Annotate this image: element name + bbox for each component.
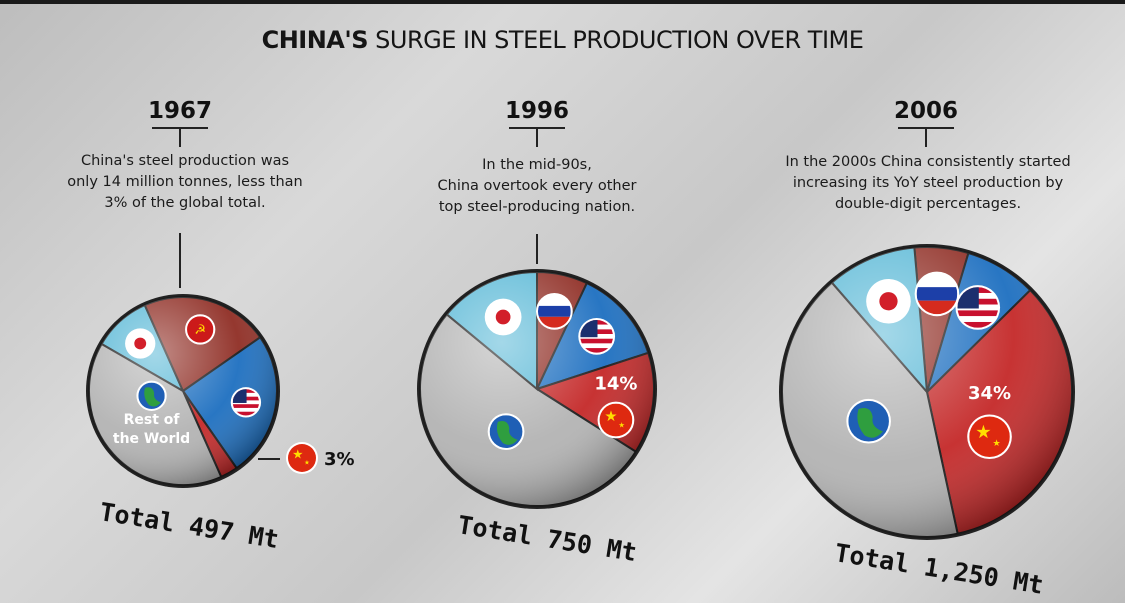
ussr-flag-icon: ☭ (185, 314, 216, 345)
svg-text:☭: ☭ (194, 323, 206, 338)
share-label-china: 14% (594, 374, 637, 395)
svg-text:★: ★ (304, 459, 310, 466)
year-1967: 1967 (147, 98, 212, 124)
japan-flag-icon (125, 328, 156, 359)
description-line: double-digit percentages. (834, 196, 1022, 212)
china-flag-icon: ★★ (967, 414, 1012, 460)
description-line: In the 2000s China consistently started (785, 154, 1071, 170)
connector-bottom-1967 (179, 233, 181, 288)
connector-top-1967 (179, 129, 181, 147)
globe-icon (136, 380, 167, 411)
russia-flag-icon (535, 292, 573, 330)
globe-icon (487, 413, 525, 450)
pie-chart-1967: ☭ Rest of the World (86, 294, 280, 488)
description-line: increasing its YoY steel production by (792, 175, 1064, 191)
china-callout-line-1967 (258, 458, 280, 460)
usa-flag-icon (955, 285, 1001, 330)
usa-flag-icon (230, 387, 262, 418)
total-label-1967: Total 497 Mt (97, 497, 281, 555)
usa-flag-icon (578, 318, 616, 355)
description-line: China overtook every other (437, 178, 637, 194)
svg-text:★: ★ (618, 420, 625, 429)
pie-chart-2006: ★★ 34% (779, 244, 1075, 540)
top-border (0, 0, 1125, 4)
svg-text:★: ★ (604, 408, 617, 425)
total-label-1996: Total 750 Mt (455, 510, 639, 568)
description-2006: In the 2000s China consistently started … (758, 152, 1098, 215)
svg-text:★: ★ (993, 439, 1001, 449)
description-line: only 14 million tonnes, less than (67, 174, 303, 190)
china-flag-icon: ★★ (597, 401, 635, 439)
connector-bottom-1996 (536, 234, 538, 264)
connector-top-1996 (536, 129, 538, 147)
share-label-china: 34% (968, 383, 1011, 404)
russia-flag-icon (914, 271, 960, 317)
china-share-label-1967: 3% (324, 449, 355, 470)
page-title: CHINA'S SURGE IN STEEL PRODUCTION OVER T… (0, 26, 1125, 54)
title-bold: CHINA'S (261, 26, 369, 54)
description-1967: China's steel production was only 14 mil… (20, 151, 350, 214)
svg-text:★: ★ (975, 422, 991, 443)
globe-icon (846, 398, 891, 444)
pie-chart-1996: ★★ 14% (417, 269, 657, 509)
year-1996: 1996 (504, 98, 569, 124)
japan-flag-icon (866, 278, 911, 324)
description-line: In the mid-90s, (482, 157, 592, 173)
year-2006: 2006 (893, 98, 958, 124)
region-label: the World (113, 431, 190, 447)
year-underline-2006 (898, 127, 954, 129)
total-label-2006: Total 1,250 Mt (832, 538, 1046, 600)
svg-text:★: ★ (292, 447, 303, 462)
description-line: 3% of the global total. (104, 195, 266, 211)
year-underline-1967 (152, 127, 208, 129)
title-rest: SURGE IN STEEL PRODUCTION OVER TIME (375, 26, 864, 54)
year-underline-1996 (509, 127, 565, 129)
connector-top-2006 (925, 129, 927, 147)
japan-flag-icon (484, 298, 522, 336)
region-label: Rest of (124, 412, 181, 428)
description-line: China's steel production was (80, 153, 290, 169)
description-line: top steel-producing nation. (438, 199, 636, 215)
china-flag-icon: ★★ (286, 442, 318, 474)
description-1996: In the mid-90s, China overtook every oth… (372, 155, 702, 218)
